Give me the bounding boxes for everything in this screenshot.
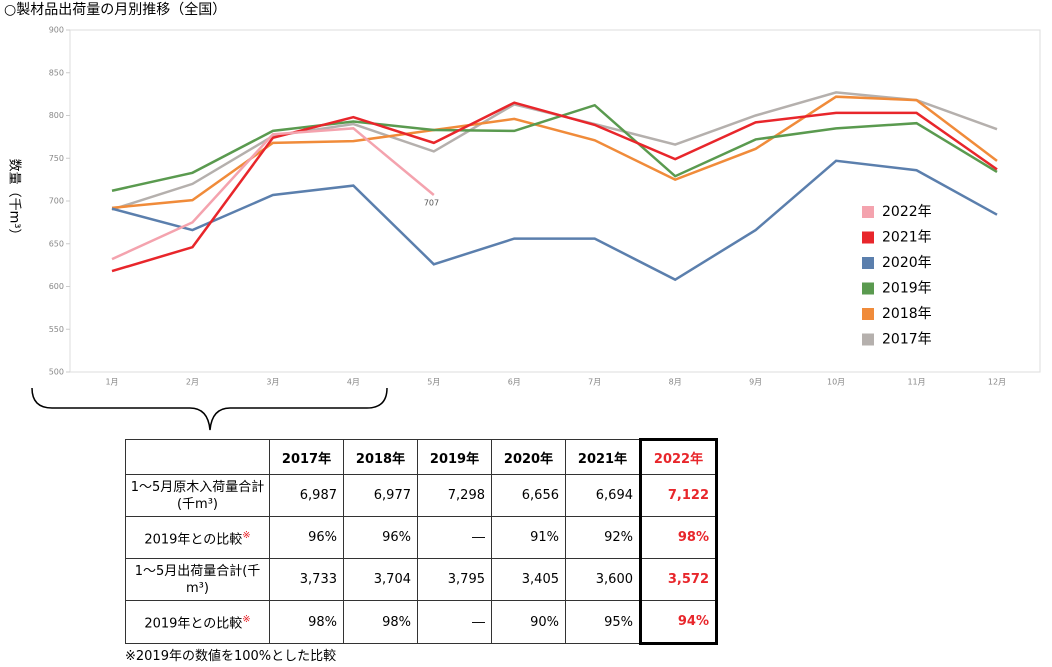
y-axis-label: 数量（千m³）: [7, 159, 22, 242]
x-tick-label: 10月: [827, 378, 845, 387]
legend-label: 2020年: [882, 255, 932, 271]
table-cell: 6,694: [565, 474, 641, 517]
summary-table: 2017年 2018年 2019年 2020年 2021年 2022年 1～5月原木入荷量合…: [125, 438, 718, 645]
x-tick-label: 5月: [427, 378, 440, 387]
x-tick-label: 11月: [907, 378, 925, 387]
header-cell: 2021年: [565, 439, 641, 475]
y-tick-label: 650: [49, 239, 64, 248]
row-label-text: 1～5月原木入荷量合計(千m³): [130, 479, 265, 512]
series-line: [111, 159, 998, 282]
header-cell: 2017年: [269, 439, 344, 475]
table-cell: 3,704: [343, 558, 418, 601]
table-cell: ―: [417, 516, 492, 559]
legend-swatch: [862, 308, 874, 320]
y-tick-label: 600: [49, 282, 64, 291]
table-cell: 3,795: [417, 558, 492, 601]
y-tick-label: 550: [49, 325, 64, 334]
table-cell: 95%: [565, 600, 641, 644]
table-cell: 3,572: [639, 558, 718, 601]
table-cell: 7,298: [417, 474, 492, 517]
table-cell: 94%: [639, 600, 718, 645]
row-label: 2019年との比較※: [125, 600, 270, 644]
note-mark: ※: [242, 529, 251, 541]
table-row: 1～5月原木入荷量合計(千m³) 6,987 6,977 7,298 6,656 6,69…: [125, 474, 718, 517]
row-label: 1～5月出荷量合計(千m³): [125, 558, 270, 601]
table-cell: 3,733: [269, 558, 344, 601]
table-cell: 91%: [491, 516, 566, 559]
table-cell: 98%: [269, 600, 344, 644]
legend-label: 2019年: [882, 281, 932, 297]
legend-swatch: [862, 206, 874, 218]
x-tick-label: 1月: [105, 378, 118, 387]
table-cell: 96%: [269, 516, 344, 559]
table-cell: ―: [417, 600, 492, 644]
table-cell: 92%: [565, 516, 641, 559]
table-row: 2019年との比較※ 96% 96% ― 91% 92% 98%: [125, 516, 718, 559]
header-cell: 2018年: [343, 439, 418, 475]
table-cell: 98%: [343, 600, 418, 644]
y-tick-label: 850: [49, 68, 64, 77]
legend-label: 2017年: [882, 332, 932, 348]
legend-swatch: [862, 282, 874, 295]
legend-swatch: [862, 333, 874, 346]
row-label: 2019年との比較※: [125, 516, 270, 559]
table-cell: 98%: [639, 516, 718, 559]
y-tick-label: 800: [49, 111, 64, 120]
legend-swatch: [862, 257, 874, 269]
series-line: [111, 101, 998, 273]
table-cell: 96%: [343, 516, 418, 559]
x-tick-label: 9月: [749, 378, 762, 387]
table-cell: 90%: [491, 600, 566, 644]
x-tick-label: 2月: [186, 378, 199, 387]
header-row: 2017年 2018年 2019年 2020年 2021年 2022年: [125, 438, 718, 475]
row-label-text: 1～5月出荷量合計(千m³): [134, 563, 261, 596]
row-label: 1～5月原木入荷量合計(千m³): [125, 474, 270, 517]
legend-label: 2022年: [882, 204, 932, 220]
legend-label: 2018年: [882, 306, 932, 322]
header-cell: 2020年: [491, 439, 566, 475]
y-tick-label: 500: [49, 368, 64, 377]
row-label-text: 2019年との比較: [144, 616, 243, 632]
table-cell: 7,122: [639, 474, 718, 517]
x-tick-label: 6月: [508, 378, 521, 387]
series-line: [111, 103, 998, 192]
x-tick-label: 4月: [347, 378, 360, 387]
note-mark: ※: [242, 614, 251, 626]
y-tick-label: 750: [49, 154, 64, 163]
y-tick-label: 700: [49, 197, 64, 206]
series-line: [111, 127, 435, 261]
table-cell: 6,977: [343, 474, 418, 517]
annotation: 707: [424, 199, 439, 208]
brace: [31, 387, 388, 431]
table-cell: 3,405: [491, 558, 566, 601]
table-cell: 3,600: [565, 558, 641, 601]
series-line: [111, 95, 998, 210]
chart-title: ○製材品出荷量の月別推移（全国）: [4, 1, 226, 18]
legend-swatch: [862, 231, 874, 244]
legend-label: 2021年: [882, 230, 932, 246]
corner-cell: [125, 439, 270, 475]
series-line: [111, 91, 998, 211]
x-tick-label: 8月: [669, 378, 682, 387]
row-label-text: 2019年との比較: [144, 532, 243, 548]
table-cell: 6,987: [269, 474, 344, 517]
y-tick-label: 900: [49, 26, 64, 35]
table-row: 1～5月出荷量合計(千m³) 3,733 3,704 3,795 3,405 3,600 3…: [125, 558, 718, 601]
header-cell: 2022年: [639, 438, 718, 475]
header-cell: 2019年: [417, 439, 492, 475]
x-tick-label: 7月: [588, 378, 601, 387]
chart: ○製材品出荷量の月別推移（全国） 数量（千m³） 500 550 600 650 700…: [4, 1, 1041, 431]
x-tick-label: 12月: [988, 378, 1006, 387]
table-row: 2019年との比較※ 98% 98% ― 90% 95% 94%: [125, 600, 718, 645]
table-cell: 6,656: [491, 474, 566, 517]
x-tick-label: 3月: [266, 378, 279, 387]
footnote: ※2019年の数値を100%とした比較: [125, 649, 337, 664]
